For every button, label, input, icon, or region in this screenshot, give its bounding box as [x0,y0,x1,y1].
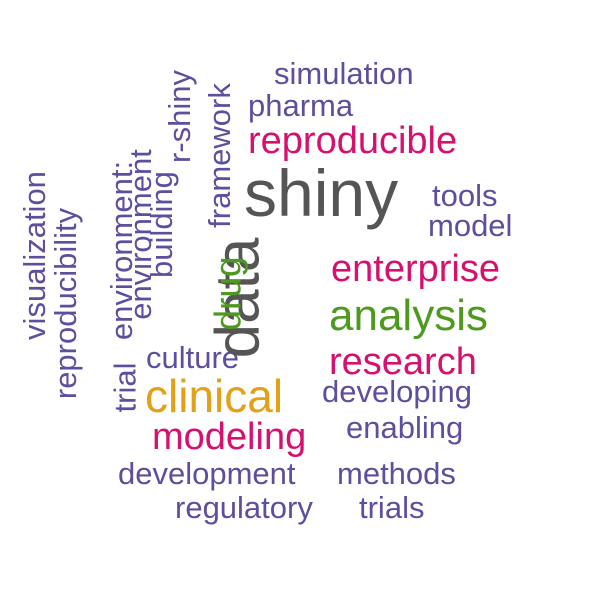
word-visualization: visualization [16,171,52,340]
word-r-shiny: r-shiny [162,69,198,164]
word-enterprise: enterprise [331,248,500,290]
word-simulation: simulation [274,56,414,91]
word-tools: tools [432,178,498,213]
word-drug: drug [207,256,249,331]
word-pharma: pharma [248,88,354,123]
word-trial: trial [107,362,143,413]
word-shiny: shiny [244,156,399,230]
word-reproducible: reproducible [248,120,458,162]
word-reproducibility: reproducibility [48,207,84,400]
word-research: research [329,341,477,383]
word-environment-colon: environment: [104,160,140,341]
word-regulatory: regulatory [175,490,313,525]
word-modeling: modeling [152,416,307,458]
word-methods: methods [337,456,456,491]
word-framework: framework [201,83,237,228]
word-developing: developing [322,374,472,409]
word-model: model [428,208,513,243]
word-enabling: enabling [346,410,464,445]
word-culture: culture [146,340,240,375]
word-analysis: analysis [329,291,488,340]
word-development: development [118,456,296,491]
word-trials: trials [359,490,425,525]
word-clinical: clinical [145,370,284,422]
